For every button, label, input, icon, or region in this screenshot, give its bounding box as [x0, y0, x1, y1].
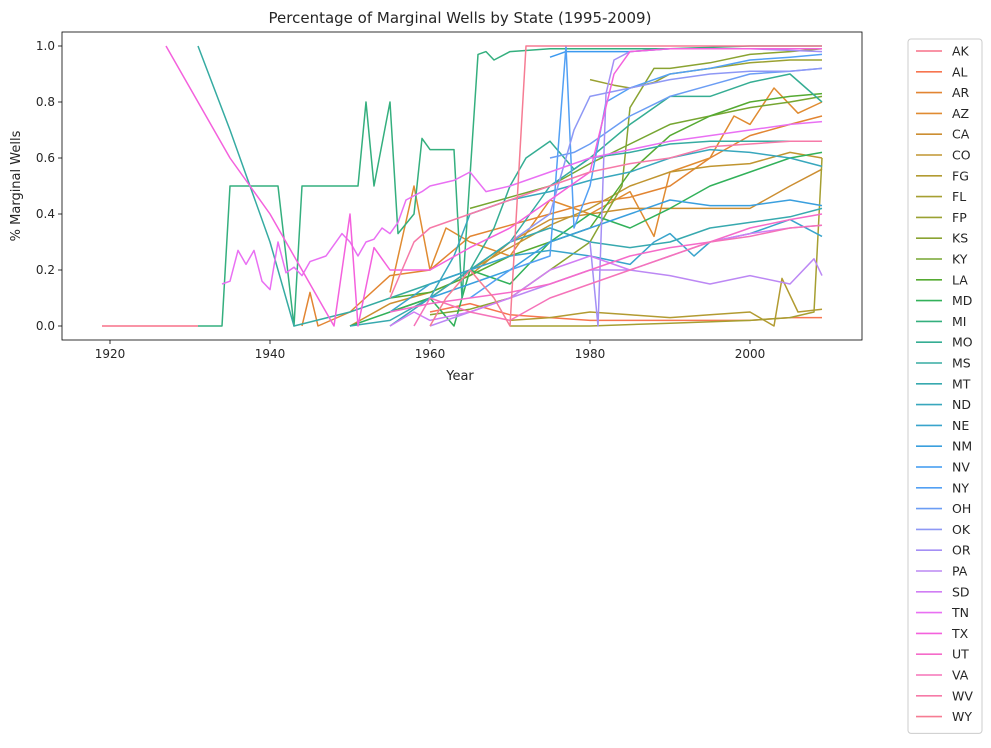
legend-label-nm: NM: [952, 439, 972, 454]
legend-label-md: MD: [952, 293, 972, 308]
y-tick-label: 0.0: [36, 319, 55, 333]
y-tick-label: 1.0: [36, 39, 55, 53]
legend-label-wv: WV: [952, 688, 973, 703]
legend-label-ok: OK: [952, 522, 971, 537]
series-line-ky: [469, 95, 823, 210]
series-line-nm: [429, 199, 823, 299]
legend-label-nv: NV: [952, 460, 970, 475]
legend-label-pa: PA: [952, 564, 968, 579]
legend: AK AL AR AZ CA CO FG FL FP KS KY LA MD MI MO MS MT ND NE NM…: [907, 38, 983, 734]
y-tick-label: 0.6: [36, 151, 55, 165]
legend-box: [907, 38, 983, 734]
legend-label-co: CO: [952, 148, 971, 163]
series-line-wv: [389, 140, 822, 299]
legend-label-va: VA: [952, 668, 969, 683]
series-line-mt: [349, 207, 823, 327]
legend-label-mt: MT: [952, 376, 971, 391]
plot-frame: [61, 31, 863, 341]
legend-label-ak: AK: [952, 44, 970, 59]
legend-label-ca: CA: [952, 127, 970, 142]
legend-label-ut: UT: [952, 647, 969, 662]
legend-label-ks: KS: [952, 231, 968, 246]
series-line-la: [389, 92, 823, 299]
series-line-tn: [221, 120, 823, 291]
y-tick-label: 0.2: [36, 263, 55, 277]
series-line-ut: [389, 213, 823, 313]
legend-label-wy: WY: [952, 709, 972, 724]
x-tick-label: 1920: [95, 347, 126, 361]
legend-label-oh: OH: [952, 501, 971, 516]
legend-label-az: AZ: [952, 106, 969, 121]
series-line-fg: [509, 277, 823, 327]
legend-label-mi: MI: [952, 314, 966, 329]
legend-label-tx: TX: [951, 626, 969, 641]
y-tick-label: 0.8: [36, 95, 55, 109]
legend-label-fg: FG: [952, 168, 969, 183]
series-line-ne: [389, 218, 823, 313]
series-line-az: [389, 87, 823, 293]
legend-label-ms: MS: [952, 356, 971, 371]
series-line-va: [413, 224, 823, 327]
legend-label-nd: ND: [952, 397, 971, 412]
x-tick-label: 1980: [575, 347, 606, 361]
x-axis-title: Year: [445, 369, 474, 384]
series-line-oh: [549, 67, 823, 159]
legend-label-fp: FP: [952, 210, 967, 225]
chart-title: Percentage of Marginal Wells by State (1…: [269, 9, 652, 27]
y-tick-label: 0.4: [36, 207, 55, 221]
legend-label-ar: AR: [952, 85, 970, 100]
series-line-wy: [429, 45, 822, 327]
legend-label-ne: NE: [952, 418, 969, 433]
x-tick-label: 1940: [255, 347, 286, 361]
series-line-fl: [510, 157, 823, 327]
legend-label-sd: SD: [952, 584, 970, 599]
x-tick-label: 1960: [415, 347, 446, 361]
series-line-ar: [301, 115, 823, 327]
legend-label-ky: KY: [952, 252, 968, 267]
series-line-tx: [165, 45, 822, 327]
legend-label-mo: MO: [952, 335, 973, 350]
x-tick-label: 2000: [735, 347, 766, 361]
legend-label-ny: NY: [952, 480, 969, 495]
legend-label-al: AL: [952, 64, 968, 79]
plot-area: 1920 1940 1960 1980 2000 0.0 0.2 0.4 0.6 0.8 1.0: [36, 31, 863, 361]
legend-label-la: LA: [952, 272, 968, 287]
legend-label-tn: TN: [951, 605, 969, 620]
legend-label-fl: FL: [952, 189, 966, 204]
legend-label-or: OR: [952, 543, 971, 558]
series-line-sd: [389, 224, 823, 327]
series-line-md: [349, 151, 823, 327]
y-axis-title: % Marginal Wells: [9, 130, 24, 241]
series-line-ok: [509, 67, 823, 243]
